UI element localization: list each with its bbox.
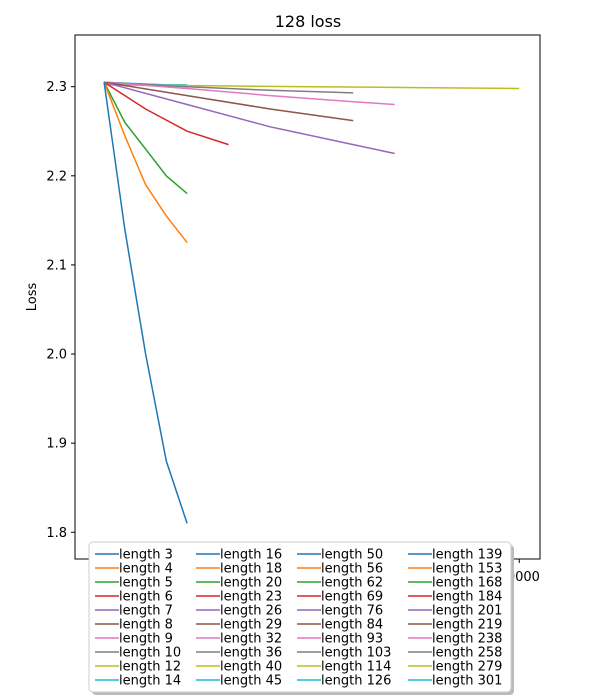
legend-entry: length 40 — [220, 660, 282, 675]
y-tick-label: 1.8 — [46, 526, 67, 541]
legend-entry: length 14 — [119, 674, 181, 689]
legend-entry: length 219 — [432, 618, 502, 633]
legend-entry: length 103 — [321, 646, 391, 661]
series-line-5 — [103, 81, 354, 122]
legend-entry: length 32 — [220, 632, 282, 647]
y-tick-label: 2.1 — [46, 258, 67, 273]
plot-area — [75, 35, 540, 559]
legend-entry: length 3 — [119, 548, 173, 563]
series-line-2 — [103, 81, 188, 195]
legend-entry: length 279 — [432, 660, 502, 675]
legend-entry: length 184 — [432, 590, 502, 605]
legend-box — [88, 541, 512, 693]
legend-entry: length 56 — [321, 562, 383, 577]
y-tick-label: 1.9 — [46, 437, 67, 452]
legend-entry: length 126 — [321, 674, 391, 689]
legend-entry: length 238 — [432, 632, 502, 647]
legend-entry: length 36 — [220, 646, 282, 661]
legend-entry: length 84 — [321, 618, 383, 633]
y-axis-label: Loss — [25, 283, 40, 312]
series-line-3 — [103, 81, 229, 146]
legend-entry: length 153 — [432, 562, 502, 577]
y-tick-label: 2.3 — [46, 80, 67, 95]
series-line-7 — [104, 81, 354, 94]
y-tick-label: 2.0 — [46, 348, 67, 363]
legend-entry: length 6 — [119, 590, 173, 605]
legend-entry: length 139 — [432, 548, 502, 563]
series-lines — [103, 81, 520, 524]
legend-entry: length 16 — [220, 548, 282, 563]
series-line-4 — [103, 81, 395, 155]
series-line-0 — [103, 82, 188, 524]
legend-entry: length 93 — [321, 632, 383, 647]
legend-entry: length 45 — [220, 674, 282, 689]
legend-entry: length 76 — [321, 604, 383, 619]
legend-entry: length 20 — [220, 576, 282, 591]
legend-entry: length 4 — [119, 562, 173, 577]
legend-entry: length 69 — [321, 590, 383, 605]
legend-entry: length 301 — [432, 674, 502, 689]
legend-entry: length 50 — [321, 548, 383, 563]
legend-entry: length 168 — [432, 576, 502, 591]
legend-entry: length 258 — [432, 646, 502, 661]
legend-entry: length 201 — [432, 604, 502, 619]
series-line-6 — [104, 81, 395, 106]
series-line-1 — [103, 81, 188, 244]
legend-entry: length 18 — [220, 562, 282, 577]
y-tick-label: 2.2 — [46, 169, 67, 184]
legend-entry: length 8 — [119, 618, 173, 633]
legend-entry: length 26 — [220, 604, 282, 619]
legend-entry: length 5 — [119, 576, 173, 591]
legend-entry: length 62 — [321, 576, 383, 591]
legend-entry: length 7 — [119, 604, 173, 619]
y-axis-ticks: 1.8 1.9 2.0 2.1 2.2 2.3 — [46, 80, 75, 541]
legend-entry: length 10 — [119, 646, 181, 661]
legend-entry: length 12 — [119, 660, 181, 675]
legend-entry: length 23 — [220, 590, 282, 605]
chart-title: 128 loss — [275, 12, 342, 31]
legend-entry: length 9 — [119, 632, 173, 647]
legend-entry: length 29 — [220, 618, 282, 633]
legend-entry: length 114 — [321, 660, 391, 675]
